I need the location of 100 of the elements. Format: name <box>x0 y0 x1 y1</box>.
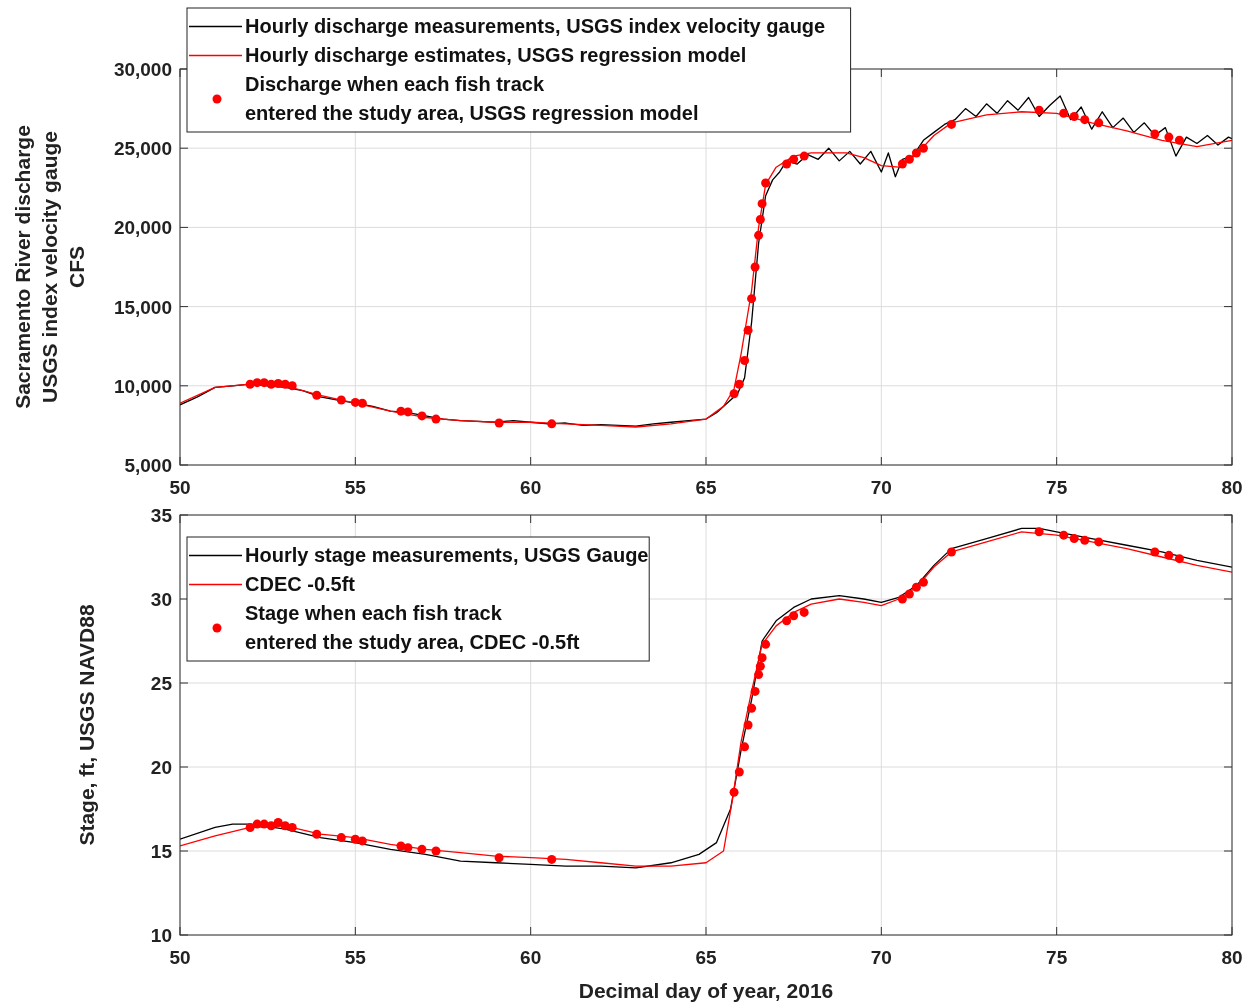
y-tick-label: 15,000 <box>113 296 172 318</box>
point <box>747 703 757 713</box>
point <box>743 325 753 335</box>
point <box>782 616 792 626</box>
point <box>357 836 367 846</box>
point <box>312 829 322 839</box>
point <box>1094 118 1104 128</box>
x-tick-label: 70 <box>870 947 892 968</box>
point <box>1150 547 1160 557</box>
point <box>1069 534 1079 544</box>
point <box>273 817 283 827</box>
point <box>547 854 557 864</box>
legend-label: CDEC -0.5ft <box>245 573 356 595</box>
point <box>266 821 276 831</box>
point <box>747 294 757 304</box>
point <box>904 154 914 164</box>
point <box>755 661 765 671</box>
point <box>918 143 928 153</box>
point <box>761 639 771 649</box>
y-tick-label: 10 <box>150 925 172 946</box>
point <box>431 414 441 424</box>
y-tick-label: 20 <box>150 757 172 778</box>
point <box>312 390 322 400</box>
point <box>734 767 744 777</box>
x-tick-label: 60 <box>520 477 542 498</box>
point <box>1034 527 1044 537</box>
point <box>740 742 750 752</box>
point <box>946 119 956 129</box>
point <box>1174 135 1184 145</box>
point <box>897 159 907 169</box>
x-tick-label: 50 <box>169 477 191 498</box>
point <box>417 844 427 854</box>
point <box>336 395 346 405</box>
point <box>946 547 956 557</box>
y-tick-label: 15 <box>150 841 173 862</box>
y-axis-title: Stage, ft, USGS NAVD88 <box>75 604 98 846</box>
point <box>336 833 346 843</box>
y-tick-label: 5,000 <box>124 455 172 476</box>
y-tick-label: 30,000 <box>113 59 172 80</box>
y-tick-label: 25 <box>150 673 173 694</box>
point <box>1150 129 1160 139</box>
point <box>1080 115 1090 125</box>
point <box>743 720 753 730</box>
y-tick-label: 20,000 <box>113 217 172 239</box>
point <box>547 419 557 429</box>
x-tick-label: 65 <box>695 947 717 968</box>
point <box>729 389 739 399</box>
x-tick-label: 75 <box>1046 477 1068 498</box>
point <box>799 151 809 161</box>
x-tick-label: 70 <box>870 477 892 498</box>
point <box>403 843 413 853</box>
point <box>799 607 809 617</box>
point <box>754 230 764 240</box>
y-tick-label: 10,000 <box>113 375 172 397</box>
point <box>757 199 767 209</box>
point <box>754 670 764 680</box>
point <box>918 577 928 587</box>
x-tick-label: 55 <box>344 477 367 498</box>
point <box>729 787 739 797</box>
point <box>1164 550 1174 560</box>
point <box>494 853 504 863</box>
point <box>1034 105 1044 115</box>
point <box>1059 530 1069 540</box>
point <box>750 262 760 272</box>
point <box>357 398 367 408</box>
legend-label: Stage when each fish track entered the study area, CDEC -0.5ft <box>245 602 580 653</box>
y-axis-title: Sacramento River discharge USGS index velocity gauge CFS <box>11 125 88 409</box>
point <box>782 159 792 169</box>
x-tick-label: 80 <box>1221 477 1243 498</box>
x-tick-label: 55 <box>344 947 367 968</box>
x-axis-title: Decimal day of year, 2016 <box>578 979 834 1002</box>
point <box>911 148 921 158</box>
x-tick-label: 60 <box>520 947 542 968</box>
point <box>740 355 750 365</box>
point <box>431 846 441 856</box>
legend-label: Hourly stage measurements, USGS Gauge <box>245 544 649 566</box>
point <box>897 594 907 604</box>
point <box>1174 554 1184 564</box>
point <box>789 611 799 621</box>
point <box>1069 112 1079 122</box>
point <box>750 686 760 696</box>
y-tick-label: 25,000 <box>113 138 172 160</box>
x-tick-label: 80 <box>1221 947 1243 968</box>
legend-label: Hourly discharge estimates, USGS regression model <box>245 44 747 66</box>
point <box>757 653 767 663</box>
y-tick-label: 30 <box>150 589 172 610</box>
point <box>734 379 744 389</box>
point <box>287 381 297 391</box>
point <box>1094 537 1104 547</box>
legend-label: Hourly discharge measurements, USGS index velocity gauge <box>245 15 826 37</box>
x-tick-label: 65 <box>695 477 717 498</box>
point <box>755 214 765 224</box>
point <box>245 822 255 832</box>
point <box>1164 132 1174 142</box>
point <box>403 407 413 417</box>
point <box>1080 535 1090 545</box>
point <box>1059 108 1069 118</box>
point <box>761 178 771 188</box>
point <box>494 418 504 428</box>
y-tick-label: 35 <box>150 505 173 526</box>
